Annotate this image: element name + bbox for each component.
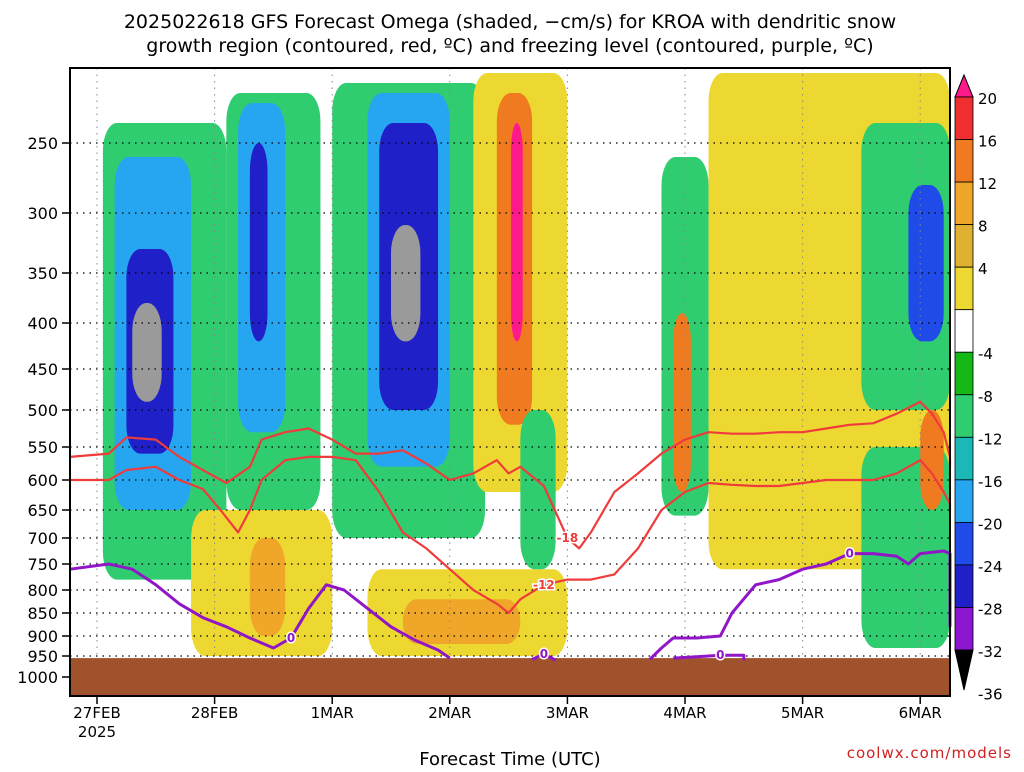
y-tick-label: 850 <box>27 604 58 623</box>
contour-line <box>531 652 557 662</box>
chart-title-line-1: 2025022618 GFS Forecast Omega (shaded, −… <box>124 11 896 33</box>
chart-title-line-2: growth region (contoured, red, ºC) and f… <box>146 35 873 57</box>
colorbar-tick-label: 16 <box>978 133 997 151</box>
colorbar-segment <box>954 479 974 523</box>
gridlines <box>70 68 950 696</box>
y-tick-label: 700 <box>27 529 58 548</box>
contour-label: 0 <box>716 648 724 662</box>
x-tick-label: 28FEB <box>191 704 238 722</box>
colorbar-segment <box>954 139 974 183</box>
colorbar-segment <box>954 96 974 140</box>
omega-cell <box>520 410 556 570</box>
x-tick-label: 6MAR <box>899 704 942 722</box>
contour-lines: -18 -12 0 0 0 0 <box>69 400 952 664</box>
x-tick-label: 1MAR <box>311 704 354 722</box>
colorbar-bottom-arrow <box>954 649 974 691</box>
y-tick-label: 300 <box>27 204 58 223</box>
colorbar-tick-label: -16 <box>978 473 1003 491</box>
y-tick-label: 950 <box>27 647 58 666</box>
y-tick-label: 800 <box>27 581 58 600</box>
contour-line <box>673 653 746 661</box>
colorbar-tick-label: -24 <box>978 558 1003 576</box>
y-tick-label: 450 <box>27 360 58 379</box>
contour-label: 0 <box>845 547 853 561</box>
y-tick-label: 650 <box>27 501 58 520</box>
y-tick-label: 900 <box>27 627 58 646</box>
omega-cell <box>510 123 523 342</box>
y-tick-label: 500 <box>27 401 58 420</box>
colorbar-tick-label: -36 <box>978 686 1003 704</box>
y-tick-label: 550 <box>27 438 58 457</box>
omega-cell <box>402 599 521 644</box>
x-tick-label: 3MAR <box>546 704 589 722</box>
colorbar-segment <box>954 607 974 651</box>
colorbar-tick-label: 12 <box>978 175 997 193</box>
colorbar-segment <box>954 394 974 438</box>
y-tick-label: 600 <box>27 471 58 490</box>
contour-label: 0 <box>540 647 548 661</box>
y-tick-label: 250 <box>27 134 58 153</box>
credit-text[interactable]: coolwx.com/models <box>847 744 1012 762</box>
colorbar-tick-label: -20 <box>978 515 1003 533</box>
contour-label: -18 <box>557 531 579 545</box>
colorbar-tick-label: 20 <box>978 90 997 108</box>
omega-cell <box>920 410 944 510</box>
x-tick-sublabel: 2025 <box>78 723 116 741</box>
omega-cell <box>249 143 268 342</box>
y-tick-label: 400 <box>27 314 58 333</box>
colorbar-tick-label: -28 <box>978 600 1003 618</box>
colorbar-segment <box>954 181 974 226</box>
colorbar-segment <box>954 309 974 353</box>
y-tick-label: 1000 <box>17 668 58 687</box>
y-tick-label: 350 <box>27 264 58 283</box>
y-axis: 250 300 350 400 450 500 550 600 650 700 750 800 850 9… <box>17 134 70 687</box>
x-axis-label: Forecast Time (UTC) <box>419 749 600 768</box>
contour-label: 0 <box>287 631 295 645</box>
omega-shading <box>102 73 950 656</box>
colorbar-segment <box>954 266 974 311</box>
colorbar-top-arrow <box>954 73 974 98</box>
plot-frame <box>69 67 951 697</box>
colorbar-tick-label: -4 <box>978 345 993 363</box>
colorbar-tick-label: -8 <box>978 388 993 406</box>
omega-cell <box>673 313 691 492</box>
x-tick-label: 4MAR <box>663 704 706 722</box>
colorbar-tick-label: 8 <box>978 218 988 236</box>
x-tick-label: 5MAR <box>781 704 824 722</box>
colorbar-tick-label: -12 <box>978 430 1003 448</box>
contour-line <box>69 400 952 550</box>
x-tick-label: 27FEB <box>73 704 120 722</box>
plot-area: -18 -12 0 0 0 0 <box>69 67 952 697</box>
contour-label: -12 <box>533 578 555 592</box>
omega-cell <box>908 185 944 342</box>
colorbar-tick-label: -32 <box>978 643 1003 661</box>
colorbar-tick-label: 4 <box>978 260 988 278</box>
contour-line <box>69 562 451 660</box>
contour-line <box>648 549 952 661</box>
omega-cell <box>132 303 162 402</box>
colorbar-segment <box>954 521 974 566</box>
colorbar-segment <box>954 436 974 481</box>
colorbar: 20 16 12 8 4 -4 -8 -12 -16 -20 -24 -28 -32 -36 <box>954 73 1003 704</box>
colorbar-segment <box>954 224 974 268</box>
colorbar-segment <box>954 564 974 608</box>
omega-cell <box>391 225 421 342</box>
y-tick-label: 750 <box>27 555 58 574</box>
omega-cell <box>249 538 286 636</box>
colorbar-segment <box>954 351 974 396</box>
contour-line <box>70 455 952 615</box>
ground-fill <box>70 658 950 696</box>
x-tick-label: 2MAR <box>428 704 471 722</box>
